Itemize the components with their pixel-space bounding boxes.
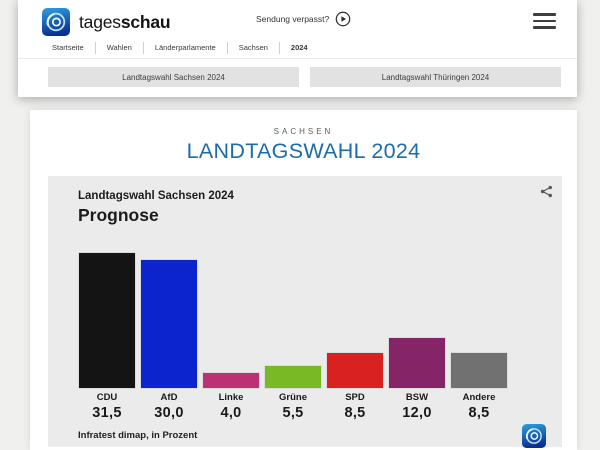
breadcrumb-startseite[interactable]: Startseite (52, 43, 84, 52)
tagesschau-watermark-icon (522, 424, 546, 448)
wordmark-regular: tages (79, 12, 121, 32)
bar-chart-labels: CDU 31,5 AfD 30,0 Linke 4,0 Grüne 5,5 SPD 8,5 BSW 1… (78, 392, 508, 421)
party-name: SPD (345, 392, 365, 403)
party-value: 31,5 (92, 405, 122, 421)
bar-CDU[interactable] (78, 251, 136, 389)
party-value: 8,5 (468, 405, 490, 421)
party-name: CDU (96, 392, 118, 403)
share-icon[interactable] (540, 185, 553, 198)
bar-chart (78, 251, 508, 389)
wordmark-bold: schau (120, 12, 171, 32)
menu-button[interactable] (533, 13, 556, 33)
site-header: tagesschau Sendung verpasst? Startseite … (18, 0, 577, 97)
bar-AfD[interactable] (140, 258, 198, 389)
bar-Grüne[interactable] (264, 365, 322, 389)
tab-landtagswahl-thueringen[interactable]: Landtagswahl Thüringen 2024 (310, 67, 561, 87)
page-title: LANDTAGSWAHL 2024 (186, 139, 421, 163)
bar-label-CDU: CDU 31,5 (78, 392, 136, 421)
chart-subtitle: Prognose (78, 205, 159, 225)
bar-SPD[interactable] (326, 352, 384, 389)
sendung-verpasst-label: Sendung verpasst? (256, 14, 330, 24)
breadcrumb-sachsen[interactable]: Sachsen (226, 42, 279, 54)
tagesschau-wordmark[interactable]: tagesschau (79, 12, 171, 33)
bar-label-Andere: Andere 8,5 (450, 392, 508, 421)
breadcrumb: Startseite Wahlen Länderparlamente Sachs… (52, 42, 319, 54)
bar-label-Linke: Linke 4,0 (202, 392, 260, 421)
tagesschau-globe-icon[interactable] (42, 8, 70, 36)
breadcrumb-laenderparlamente[interactable]: Länderparlamente (142, 42, 227, 54)
bar-label-BSW: BSW 12,0 (388, 392, 446, 421)
region-kicker: SACHSEN (273, 127, 334, 136)
party-name: BSW (405, 392, 429, 403)
party-value: 4,0 (220, 405, 242, 421)
party-value: 8,5 (344, 405, 366, 421)
party-name: Linke (218, 392, 244, 403)
chart-source: Infratest dimap, in Prozent (78, 430, 198, 441)
party-name: Andere (462, 392, 496, 403)
party-value: 12,0 (402, 405, 432, 421)
bar-Linke[interactable] (202, 371, 260, 389)
main-content: SACHSEN LANDTAGSWAHL 2024 Landtagswahl S… (30, 110, 577, 450)
tab-landtagswahl-sachsen[interactable]: Landtagswahl Sachsen 2024 (48, 67, 299, 87)
bar-Andere[interactable] (450, 352, 508, 389)
header-divider (18, 58, 577, 59)
prognose-chart-card: Landtagswahl Sachsen 2024 Prognose CDU 31… (48, 176, 562, 448)
sendung-verpasst-link[interactable]: Sendung verpasst? (256, 10, 351, 28)
breadcrumb-2024[interactable]: 2024 (278, 42, 319, 54)
bar-label-AfD: AfD 30,0 (140, 392, 198, 421)
breadcrumb-wahlen[interactable]: Wahlen (94, 42, 143, 54)
bar-label-Grüne: Grüne 5,5 (264, 392, 322, 421)
chart-title: Landtagswahl Sachsen 2024 (78, 190, 234, 202)
bar-label-SPD: SPD 8,5 (326, 392, 384, 421)
party-value: 30,0 (154, 405, 184, 421)
party-value: 5,5 (282, 405, 304, 421)
party-name: Grüne (279, 392, 307, 403)
play-icon[interactable] (335, 11, 351, 27)
party-name: AfD (160, 392, 178, 403)
bar-BSW[interactable] (388, 336, 446, 389)
